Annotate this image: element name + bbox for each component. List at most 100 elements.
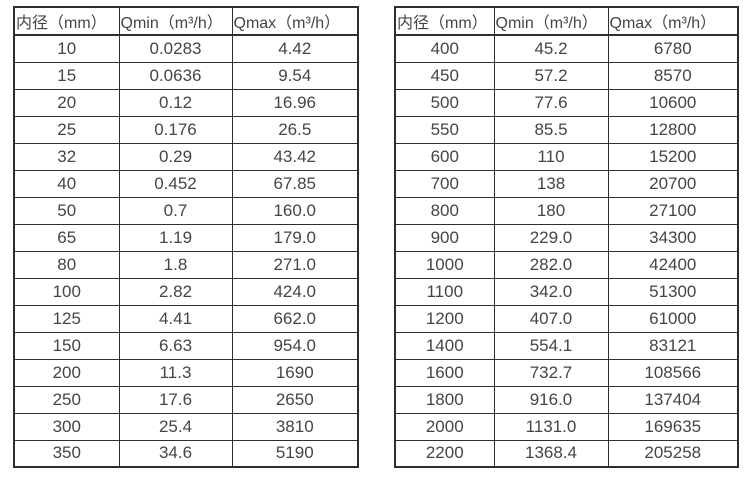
table-cell: 17.6 bbox=[118, 385, 233, 414]
table-cell: 400 bbox=[394, 34, 495, 63]
table-cell: 10 bbox=[13, 34, 120, 63]
table-cell: 43.42 bbox=[231, 142, 359, 171]
table-cell: 11.3 bbox=[118, 358, 233, 387]
table-row: 1600 732.7 108566 bbox=[394, 358, 739, 387]
table-cell: 1200 bbox=[394, 304, 495, 333]
table-cell: 0.7 bbox=[118, 196, 233, 225]
flow-table-small-diameters: 内径（mm） Qmin（m³/h） Qmax（m³/h） 10 0.0283 4.4… bbox=[13, 6, 359, 468]
table-cell: 450 bbox=[394, 61, 495, 90]
table-cell: 282.0 bbox=[493, 250, 609, 279]
table-cell: 407.0 bbox=[493, 304, 609, 333]
table-cell: 34300 bbox=[607, 223, 739, 252]
table-row: 2200 1368.4 205258 bbox=[394, 439, 739, 468]
table-cell: 32 bbox=[13, 142, 120, 171]
table-cell: 42400 bbox=[607, 250, 739, 279]
table-cell: 2200 bbox=[394, 439, 495, 468]
table-cell: 5190 bbox=[231, 439, 359, 468]
table-cell: 550 bbox=[394, 115, 495, 144]
table-row: 65 1.19 179.0 bbox=[13, 223, 359, 252]
table-row: 125 4.41 662.0 bbox=[13, 304, 359, 333]
header-qmin: Qmin（m³/h） bbox=[118, 6, 233, 36]
table-cell: 150 bbox=[13, 331, 120, 360]
table-cell: 27100 bbox=[607, 196, 739, 225]
table-cell: 20 bbox=[13, 88, 120, 117]
table-cell: 900 bbox=[394, 223, 495, 252]
table-cell: 0.452 bbox=[118, 169, 233, 198]
table-cell: 1690 bbox=[231, 358, 359, 387]
table-cell: 1.19 bbox=[118, 223, 233, 252]
table-cell: 108566 bbox=[607, 358, 739, 387]
table-row: 1200 407.0 61000 bbox=[394, 304, 739, 333]
table-row: 600 110 15200 bbox=[394, 142, 739, 171]
table-cell: 4.42 bbox=[231, 34, 359, 63]
table-cell: 700 bbox=[394, 169, 495, 198]
table-cell: 15 bbox=[13, 61, 120, 90]
table-cell: 0.0636 bbox=[118, 61, 233, 90]
table-cell: 1400 bbox=[394, 331, 495, 360]
header-inner-diameter: 内径（mm） bbox=[13, 6, 120, 36]
table-cell: 2.82 bbox=[118, 277, 233, 306]
table-cell: 25 bbox=[13, 115, 120, 144]
header-row: 内径（mm） Qmin（m³/h） Qmax（m³/h） bbox=[13, 6, 359, 36]
table-cell: 51300 bbox=[607, 277, 739, 306]
table-cell: 50 bbox=[13, 196, 120, 225]
table-row: 700 138 20700 bbox=[394, 169, 739, 198]
table-cell: 350 bbox=[13, 439, 120, 468]
header-qmin: Qmin（m³/h） bbox=[493, 6, 609, 36]
table-cell: 554.1 bbox=[493, 331, 609, 360]
table-cell: 16.96 bbox=[231, 88, 359, 117]
table-row: 300 25.4 3810 bbox=[13, 412, 359, 441]
table-cell: 65 bbox=[13, 223, 120, 252]
header-inner-diameter: 内径（mm） bbox=[394, 6, 495, 36]
table-cell: 100 bbox=[13, 277, 120, 306]
table-cell: 0.12 bbox=[118, 88, 233, 117]
table-row: 25 0.176 26.5 bbox=[13, 115, 359, 144]
table-cell: 0.176 bbox=[118, 115, 233, 144]
table-row: 450 57.2 8570 bbox=[394, 61, 739, 90]
table-cell: 229.0 bbox=[493, 223, 609, 252]
table-cell: 26.5 bbox=[231, 115, 359, 144]
table-row: 40 0.452 67.85 bbox=[13, 169, 359, 198]
table-cell: 6780 bbox=[607, 34, 739, 63]
table-cell: 137404 bbox=[607, 385, 739, 414]
table-cell: 1.8 bbox=[118, 250, 233, 279]
table-body-left: 10 0.0283 4.42 15 0.0636 9.54 20 0.12 16.96 25 0.1… bbox=[13, 34, 359, 468]
table-cell: 85.5 bbox=[493, 115, 609, 144]
table-row: 900 229.0 34300 bbox=[394, 223, 739, 252]
table-row: 1000 282.0 42400 bbox=[394, 250, 739, 279]
table-cell: 10600 bbox=[607, 88, 739, 117]
table-row: 250 17.6 2650 bbox=[13, 385, 359, 414]
table-cell: 3810 bbox=[231, 412, 359, 441]
table-cell: 500 bbox=[394, 88, 495, 117]
table-cell: 800 bbox=[394, 196, 495, 225]
table-cell: 1368.4 bbox=[493, 439, 609, 468]
table-cell: 1131.0 bbox=[493, 412, 609, 441]
table-cell: 169635 bbox=[607, 412, 739, 441]
table-cell: 205258 bbox=[607, 439, 739, 468]
table-cell: 1800 bbox=[394, 385, 495, 414]
table-row: 800 180 27100 bbox=[394, 196, 739, 225]
table-row: 150 6.63 954.0 bbox=[13, 331, 359, 360]
table-row: 100 2.82 424.0 bbox=[13, 277, 359, 306]
table-cell: 12800 bbox=[607, 115, 739, 144]
table-cell: 179.0 bbox=[231, 223, 359, 252]
table-row: 15 0.0636 9.54 bbox=[13, 61, 359, 90]
table-cell: 9.54 bbox=[231, 61, 359, 90]
table-cell: 1100 bbox=[394, 277, 495, 306]
table-row: 400 45.2 6780 bbox=[394, 34, 739, 63]
table-cell: 2000 bbox=[394, 412, 495, 441]
table-cell: 25.4 bbox=[118, 412, 233, 441]
flow-table-large-diameters: 内径（mm） Qmin（m³/h） Qmax（m³/h） 400 45.2 6780… bbox=[394, 6, 739, 468]
table-cell: 110 bbox=[493, 142, 609, 171]
table-cell: 4.41 bbox=[118, 304, 233, 333]
table-row: 32 0.29 43.42 bbox=[13, 142, 359, 171]
table-row: 10 0.0283 4.42 bbox=[13, 34, 359, 63]
table-cell: 250 bbox=[13, 385, 120, 414]
table-cell: 732.7 bbox=[493, 358, 609, 387]
table-body-right: 400 45.2 6780 450 57.2 8570 500 77.6 10600 550 85.… bbox=[394, 34, 739, 468]
table-row: 350 34.6 5190 bbox=[13, 439, 359, 468]
table-cell: 180 bbox=[493, 196, 609, 225]
table-cell: 1000 bbox=[394, 250, 495, 279]
table-row: 1400 554.1 83121 bbox=[394, 331, 739, 360]
